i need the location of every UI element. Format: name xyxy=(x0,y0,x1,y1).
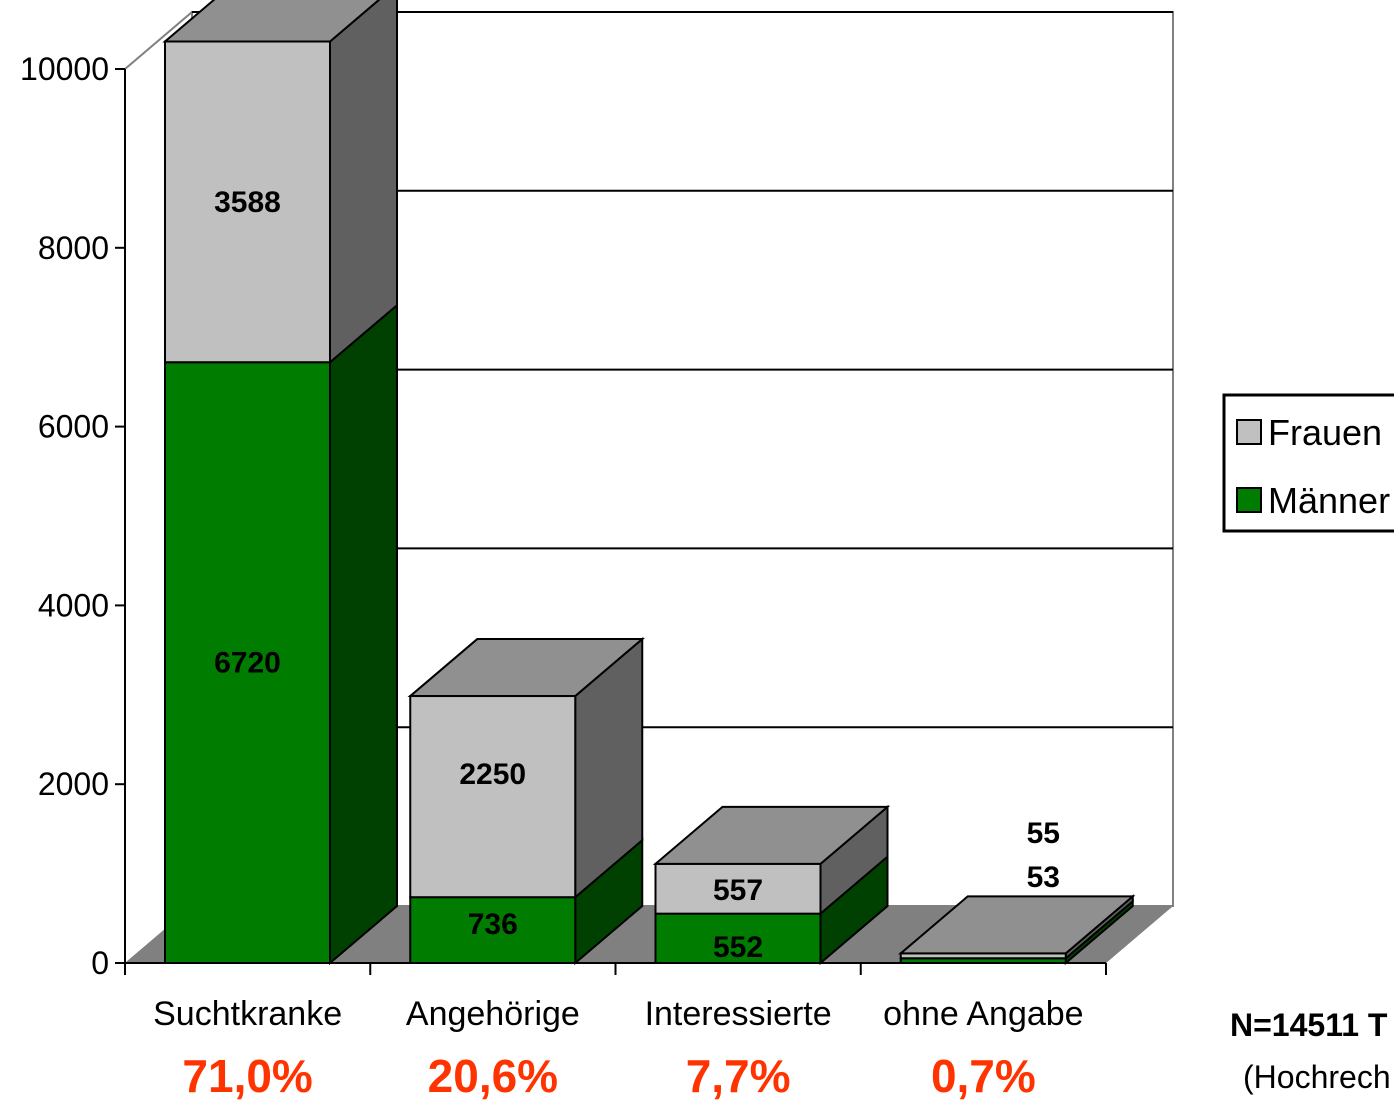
bar-maenner-front xyxy=(654,912,822,964)
bar-frauen-side xyxy=(329,0,398,365)
y-ticks: 0 2000 4000 6000 8000 10000 xyxy=(20,51,125,981)
category-label: Interessierte xyxy=(645,995,832,1033)
category-label: Suchtkranke xyxy=(153,995,342,1033)
note-total: N=14511 T xyxy=(1230,1007,1388,1043)
bar-frauen-top xyxy=(898,895,1136,955)
bar-maenner xyxy=(164,303,398,966)
y-tick-label: 10000 xyxy=(20,51,109,87)
value-label-maenner: 53 xyxy=(1027,861,1060,894)
percentage-label: 7,7% xyxy=(686,1050,791,1102)
bar-frauen xyxy=(407,636,645,900)
value-label-maenner: 736 xyxy=(468,908,518,941)
legend-swatch-frauen xyxy=(1236,419,1262,445)
value-label-maenner: 552 xyxy=(713,931,763,964)
y-tick-label: 4000 xyxy=(38,587,109,623)
y-tick-label: 8000 xyxy=(38,230,109,266)
value-label-maenner: 6720 xyxy=(214,647,281,680)
category-label: Angehörige xyxy=(406,995,580,1033)
legend: Frauen Männer xyxy=(1222,393,1394,533)
bar-maenner-front xyxy=(409,896,577,964)
y-tick-label: 2000 xyxy=(38,766,109,802)
legend-swatch-maenner xyxy=(1236,487,1262,513)
bar-maenner-front xyxy=(164,361,331,964)
category-labels: Suchtkranke 71,0% Angehörige 20,6% Interessi… xyxy=(153,995,1083,1102)
bar-frauen xyxy=(652,804,891,916)
legend-label-maenner: Männer xyxy=(1268,480,1390,521)
bar-maenner-side xyxy=(329,303,398,966)
bar-frauen-front xyxy=(409,695,577,899)
bar-maenner xyxy=(409,838,644,966)
value-labels: 6720 3588 736 2250 552 557 53 55 xyxy=(214,186,1060,964)
x-ticks xyxy=(124,963,1107,975)
bar-frauen-front xyxy=(164,40,331,364)
percentage-label: 71,0% xyxy=(182,1050,312,1102)
bar-frauen-top xyxy=(407,638,645,698)
value-label-frauen: 557 xyxy=(713,874,763,907)
bars xyxy=(162,0,1136,966)
bar-frauen xyxy=(898,894,1136,961)
value-label-frauen: 2250 xyxy=(459,758,526,791)
y-tick-label: 6000 xyxy=(38,409,109,445)
bar-maenner xyxy=(654,854,889,966)
value-label-frauen: 55 xyxy=(1027,817,1060,850)
legend-label-frauen: Frauen xyxy=(1268,412,1382,453)
bar-frauen-top xyxy=(652,805,891,865)
bar-frauen-top xyxy=(162,0,381,43)
plot-left-wall-top xyxy=(124,11,193,70)
note-extrapolation: (Hochrech xyxy=(1243,1059,1391,1095)
bar-frauen xyxy=(162,0,398,365)
percentage-label: 20,6% xyxy=(428,1050,558,1102)
percentage-label: 0,7% xyxy=(931,1050,1036,1102)
value-label-frauen: 3588 xyxy=(214,186,281,219)
category-label: ohne Angabe xyxy=(883,995,1083,1033)
y-tick-label: 0 xyxy=(91,945,109,981)
